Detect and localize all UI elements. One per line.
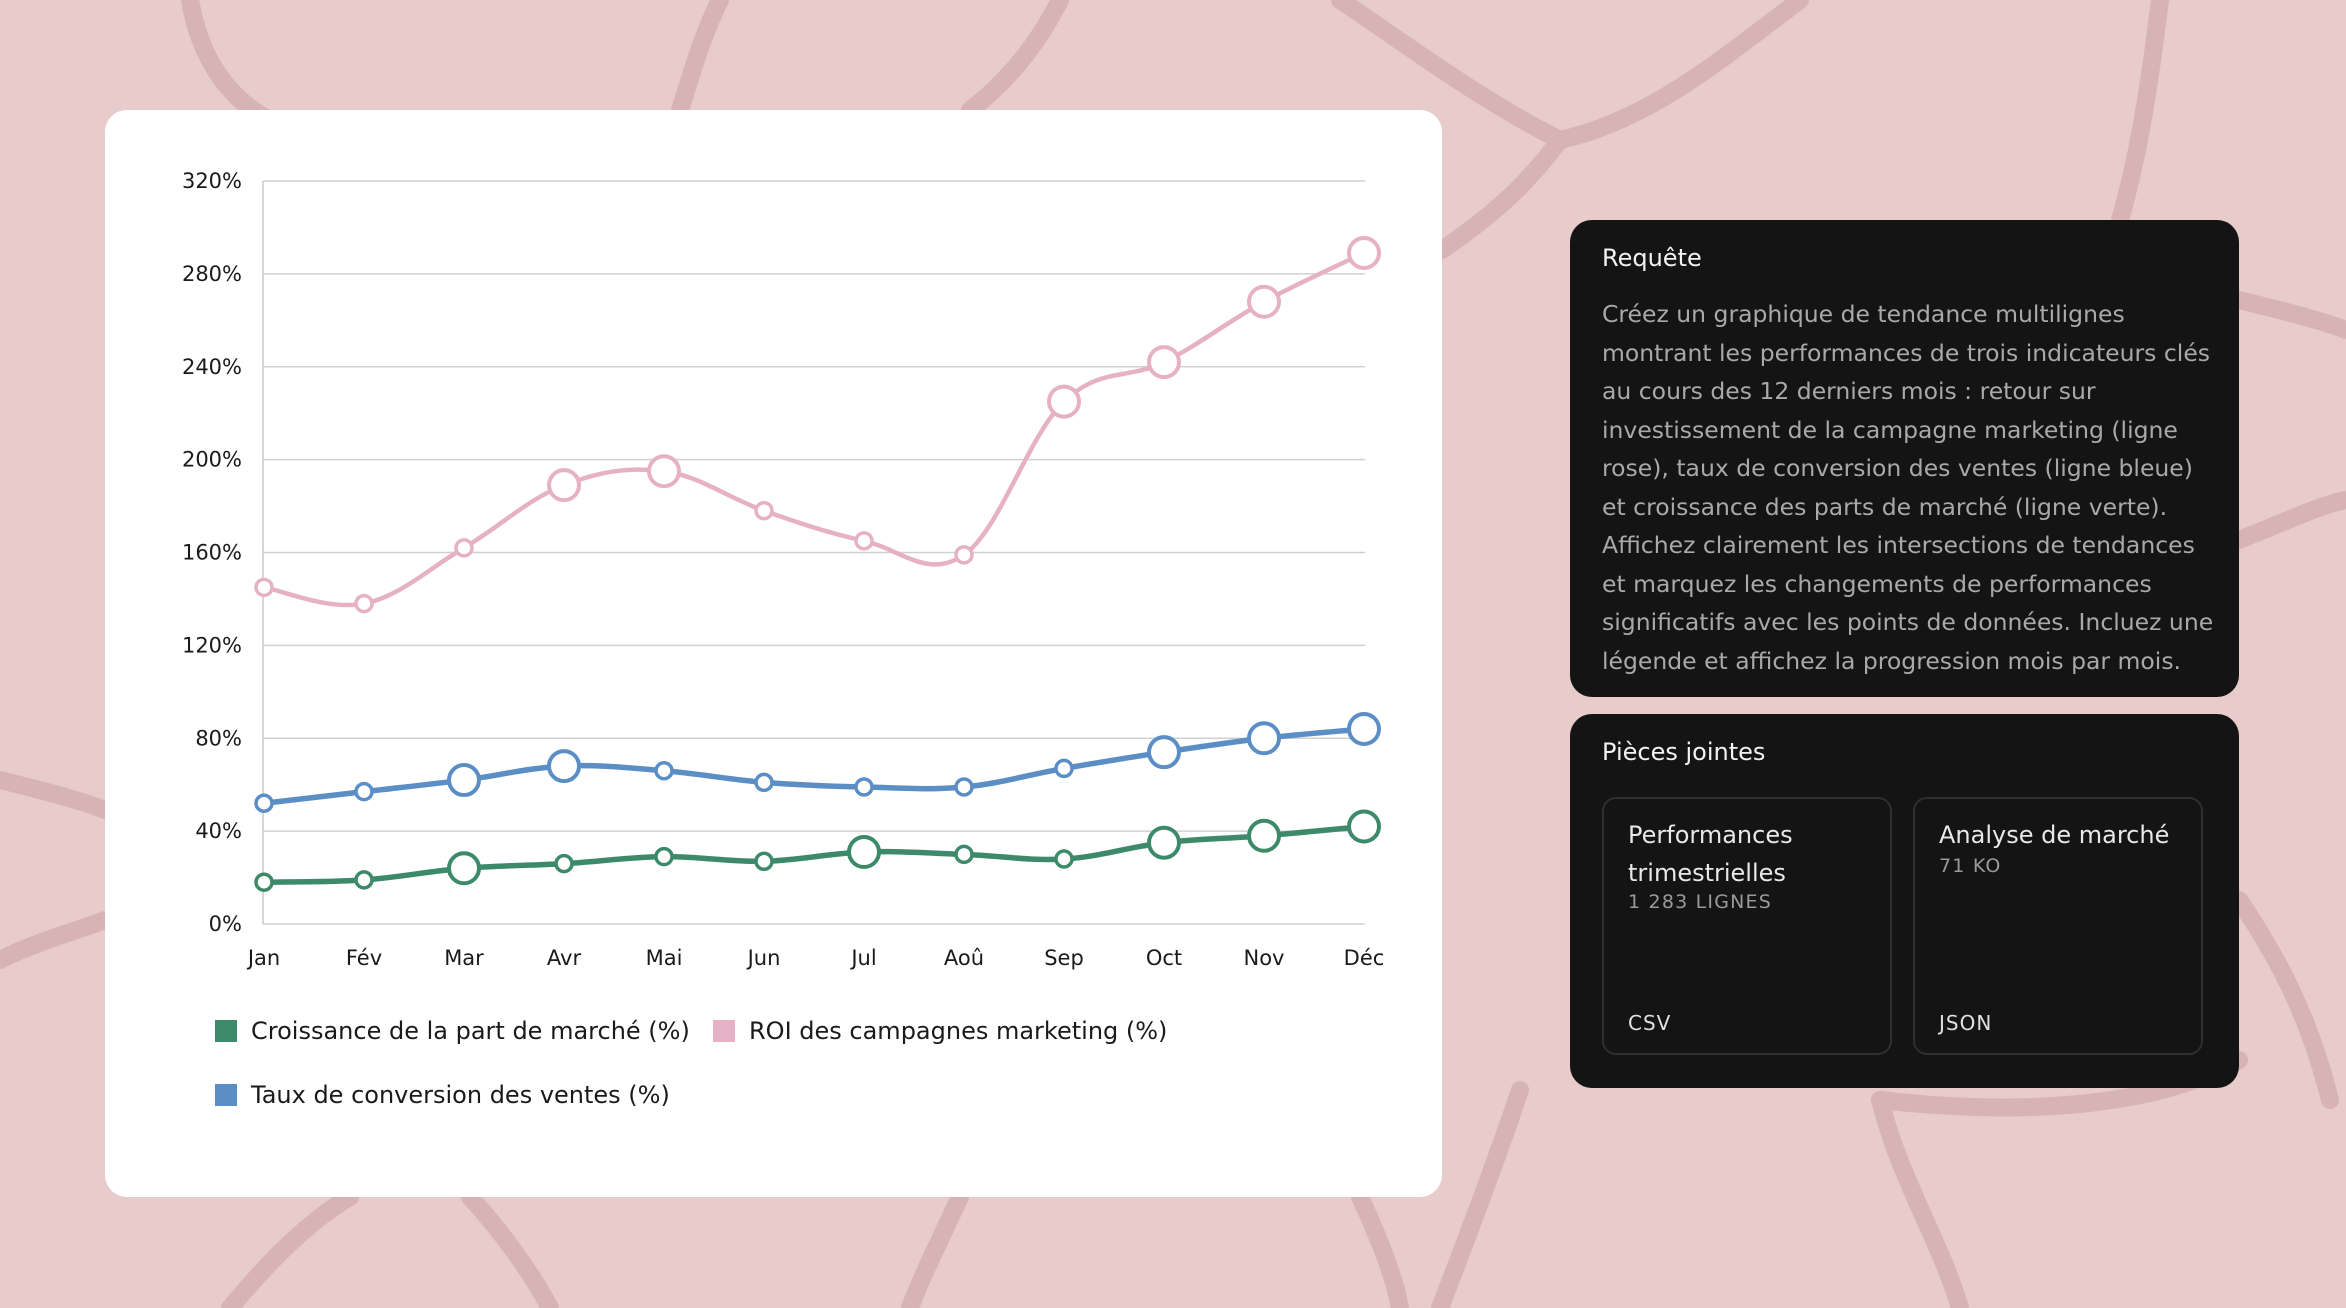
y-tick-label: 280% xyxy=(182,262,242,286)
legend-swatch xyxy=(713,1020,735,1042)
data-point xyxy=(754,772,774,793)
x-tick-label: Sep xyxy=(1044,946,1084,970)
data-point xyxy=(954,777,974,797)
legend-item: Croissance de la part de marché (%) xyxy=(215,1017,690,1045)
data-point xyxy=(1047,384,1081,419)
legend-swatch xyxy=(215,1084,237,1106)
data-point xyxy=(1147,345,1181,380)
data-point xyxy=(1247,284,1281,319)
data-point xyxy=(647,454,681,489)
data-point xyxy=(954,545,974,565)
chart-card: 0% 40% 80% 120% 160% 200% 240% 280% 320% Jan Fév Ma… xyxy=(105,110,1442,1197)
x-tick-label: Jun xyxy=(746,946,781,970)
y-tick-label: 0% xyxy=(209,912,242,936)
data-point xyxy=(1147,825,1181,860)
attachment-meta: 71 KO xyxy=(1939,855,2002,877)
legend-swatch xyxy=(215,1020,237,1042)
attachment-card-csv[interactable]: Performances trimestrielles 1 283 LIGNES… xyxy=(1602,797,1892,1055)
data-point xyxy=(654,846,674,867)
attachment-name: Performances trimestrielles xyxy=(1628,821,1793,887)
query-panel: Requête Créez un graphique de tendance m… xyxy=(1570,220,2239,697)
x-tick-label: Jul xyxy=(849,946,876,970)
data-point xyxy=(1347,809,1381,844)
data-point xyxy=(254,793,274,814)
data-point xyxy=(447,763,481,798)
legend-label: Croissance de la part de marché (%) xyxy=(251,1017,690,1045)
legend-item: ROI des campagnes marketing (%) xyxy=(713,1017,1167,1045)
attachments-panel: Pièces jointes Performances trimestriell… xyxy=(1570,714,2239,1088)
data-point xyxy=(354,870,374,890)
data-point xyxy=(1054,758,1074,779)
series-line xyxy=(261,726,1367,807)
attachments-title: Pièces jointes xyxy=(1602,738,1766,766)
data-point xyxy=(547,749,581,784)
data-point xyxy=(1054,849,1074,869)
data-point xyxy=(1247,721,1281,756)
series-1 xyxy=(254,235,1381,614)
data-point xyxy=(354,593,374,614)
attachment-name: Analyse de marché xyxy=(1939,821,2170,849)
data-point xyxy=(554,853,574,874)
data-point xyxy=(754,851,774,872)
data-point xyxy=(1347,711,1381,746)
x-tick-label: Mar xyxy=(444,946,484,970)
data-point xyxy=(754,500,774,521)
series-2 xyxy=(254,711,1381,814)
grid-lines xyxy=(263,180,1365,925)
x-tick-label: Aoû xyxy=(944,946,984,970)
y-tick-label: 200% xyxy=(182,448,242,472)
data-point xyxy=(654,761,674,781)
x-tick-label: Avr xyxy=(547,946,582,970)
data-point xyxy=(854,777,874,797)
legend-label: Taux de conversion des ventes (%) xyxy=(251,1081,670,1109)
y-tick-label: 40% xyxy=(195,819,242,843)
legend-item: Taux de conversion des ventes (%) xyxy=(215,1081,670,1109)
line-chart: 0% 40% 80% 120% 160% 200% 240% 280% 320% Jan Fév Ma… xyxy=(182,169,1384,970)
x-tick-label: Oct xyxy=(1146,946,1182,970)
data-point xyxy=(854,531,874,551)
data-point xyxy=(1247,818,1281,853)
data-point xyxy=(354,781,374,802)
x-tick-label: Déc xyxy=(1344,946,1385,970)
x-tick-label: Fév xyxy=(346,946,382,970)
attachment-meta: 1 283 LIGNES xyxy=(1628,891,1773,913)
attachment-card-json[interactable]: Analyse de marché 71 KO JSON xyxy=(1913,797,2203,1055)
x-tick-label: Nov xyxy=(1244,946,1285,970)
series-line xyxy=(261,823,1367,885)
attachment-type: CSV xyxy=(1628,1011,1672,1035)
y-tick-label: 160% xyxy=(182,541,242,565)
series-lines xyxy=(254,235,1381,892)
x-tick-label: Jan xyxy=(246,946,280,970)
y-tick-label: 240% xyxy=(182,355,242,379)
data-point xyxy=(447,851,481,886)
legend-label: ROI des campagnes marketing (%) xyxy=(749,1017,1168,1045)
query-text: Créez un graphique de tendance multilign… xyxy=(1602,300,2214,675)
data-point xyxy=(547,468,581,503)
data-point xyxy=(254,872,274,892)
x-tick-label: Mai xyxy=(646,946,683,970)
query-title: Requête xyxy=(1602,244,1702,272)
tick-labels: 0% 40% 80% 120% 160% 200% 240% 280% 320% Jan Fév Ma… xyxy=(182,169,1384,970)
data-point xyxy=(1347,235,1381,270)
data-point xyxy=(954,844,974,865)
y-tick-label: 80% xyxy=(195,726,242,750)
series-0 xyxy=(254,809,1381,892)
attachment-type: JSON xyxy=(1939,1011,1993,1035)
data-point xyxy=(1147,735,1181,770)
data-point xyxy=(847,835,881,870)
y-tick-label: 120% xyxy=(182,633,242,657)
data-point xyxy=(254,577,274,598)
data-point xyxy=(454,538,474,558)
y-tick-label: 320% xyxy=(182,169,242,193)
